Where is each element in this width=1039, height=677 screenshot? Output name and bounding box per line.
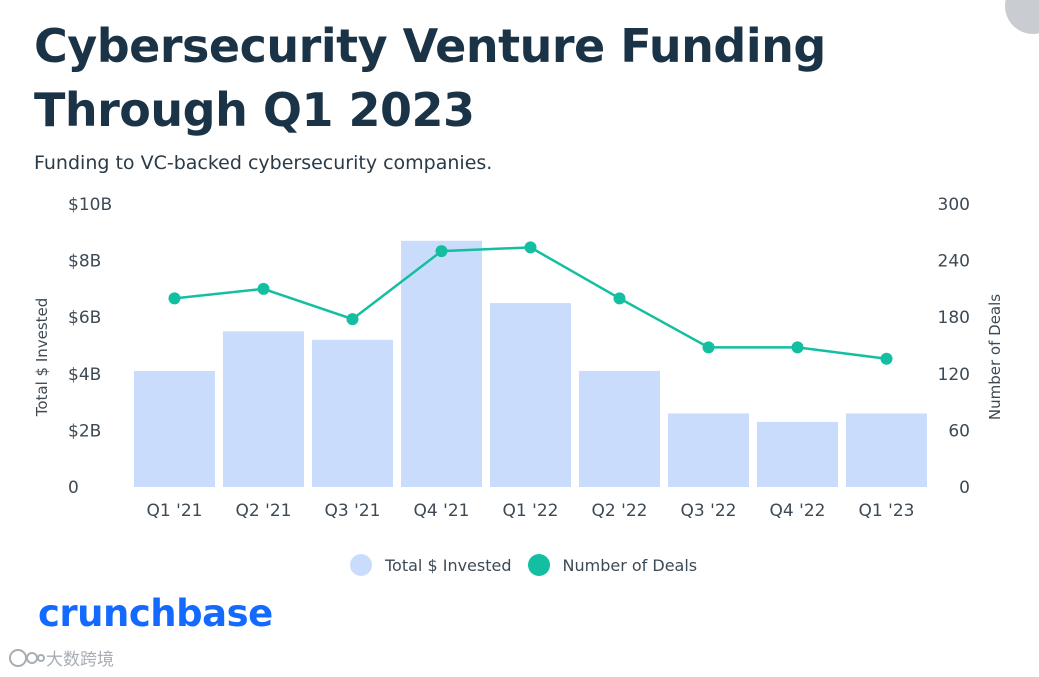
left-tick-label: 0	[68, 478, 79, 498]
deals-point-8	[880, 352, 893, 365]
left-axis-title: Total $ Invested	[33, 298, 51, 418]
watermark: 大数跨境	[8, 645, 114, 670]
bar-5	[579, 370, 660, 487]
left-tick-label: $8B	[68, 252, 101, 272]
deals-point-3	[435, 245, 448, 258]
legend-label-invested: Total $ Invested	[385, 555, 512, 575]
x-tick-label: Q3 '22	[681, 501, 737, 521]
left-tick-label: $6B	[68, 308, 101, 328]
deals-point-1	[257, 282, 270, 295]
chart-title: Cybersecurity Venture Funding Through Q1…	[34, 19, 826, 137]
deals-point-6	[702, 341, 715, 354]
x-tick-label: Q2 '21	[236, 501, 292, 521]
bar-0	[134, 370, 215, 487]
crunchbase-logo: crunchbase	[38, 592, 273, 635]
deals-point-7	[791, 341, 804, 354]
left-tick-label: $4B	[68, 365, 101, 385]
x-tick-label: Q1 '23	[859, 501, 915, 521]
deals-point-5	[613, 292, 626, 305]
right-tick-label: 60	[948, 421, 970, 441]
left-tick-label: $2B	[68, 421, 101, 441]
bar-7	[757, 421, 838, 487]
bar-2	[312, 339, 393, 487]
deals-point-2	[346, 313, 359, 326]
legend-item-deals[interactable]: Number of Deals	[527, 554, 698, 576]
left-tick-label: $10B	[68, 195, 112, 215]
right-tick-label: 120	[938, 365, 970, 385]
x-tick-label: Q4 '22	[770, 501, 826, 521]
right-axis-title: Number of Deals	[986, 294, 1004, 420]
chart-legend: Total $ Invested Number of Deals	[350, 554, 713, 576]
deals-point-4	[524, 241, 537, 254]
legend-swatch-invested	[350, 554, 372, 576]
watermark-logo-icon	[9, 648, 45, 667]
x-tick-label: Q4 '21	[414, 501, 470, 521]
right-tick-label: 300	[938, 195, 970, 215]
legend-swatch-deals	[527, 554, 550, 576]
x-tick-label: Q1 '22	[503, 501, 559, 521]
bar-3	[401, 240, 482, 487]
chart-subtitle: Funding to VC-backed cybersecurity compa…	[34, 152, 493, 174]
x-tick-label: Q2 '22	[592, 501, 648, 521]
right-tick-label: 0	[959, 478, 970, 498]
bar-4	[490, 303, 571, 487]
legend-item-invested[interactable]: Total $ Invested	[350, 554, 512, 576]
right-tick-label: 240	[938, 252, 970, 272]
watermark-text: 大数跨境	[46, 650, 114, 670]
bar-6	[668, 413, 749, 487]
deals-point-0	[168, 292, 181, 305]
bar-8	[846, 413, 927, 487]
legend-label-deals: Number of Deals	[562, 555, 698, 575]
bar-1	[223, 331, 304, 487]
x-tick-label: Q1 '21	[147, 501, 203, 521]
chart-area: 0 $2B $4B $6B $8B $10B 0 60 120 180 240 300 Q1 '21…	[33, 195, 1004, 521]
right-tick-label: 180	[938, 308, 970, 328]
x-tick-label: Q3 '21	[325, 501, 381, 521]
